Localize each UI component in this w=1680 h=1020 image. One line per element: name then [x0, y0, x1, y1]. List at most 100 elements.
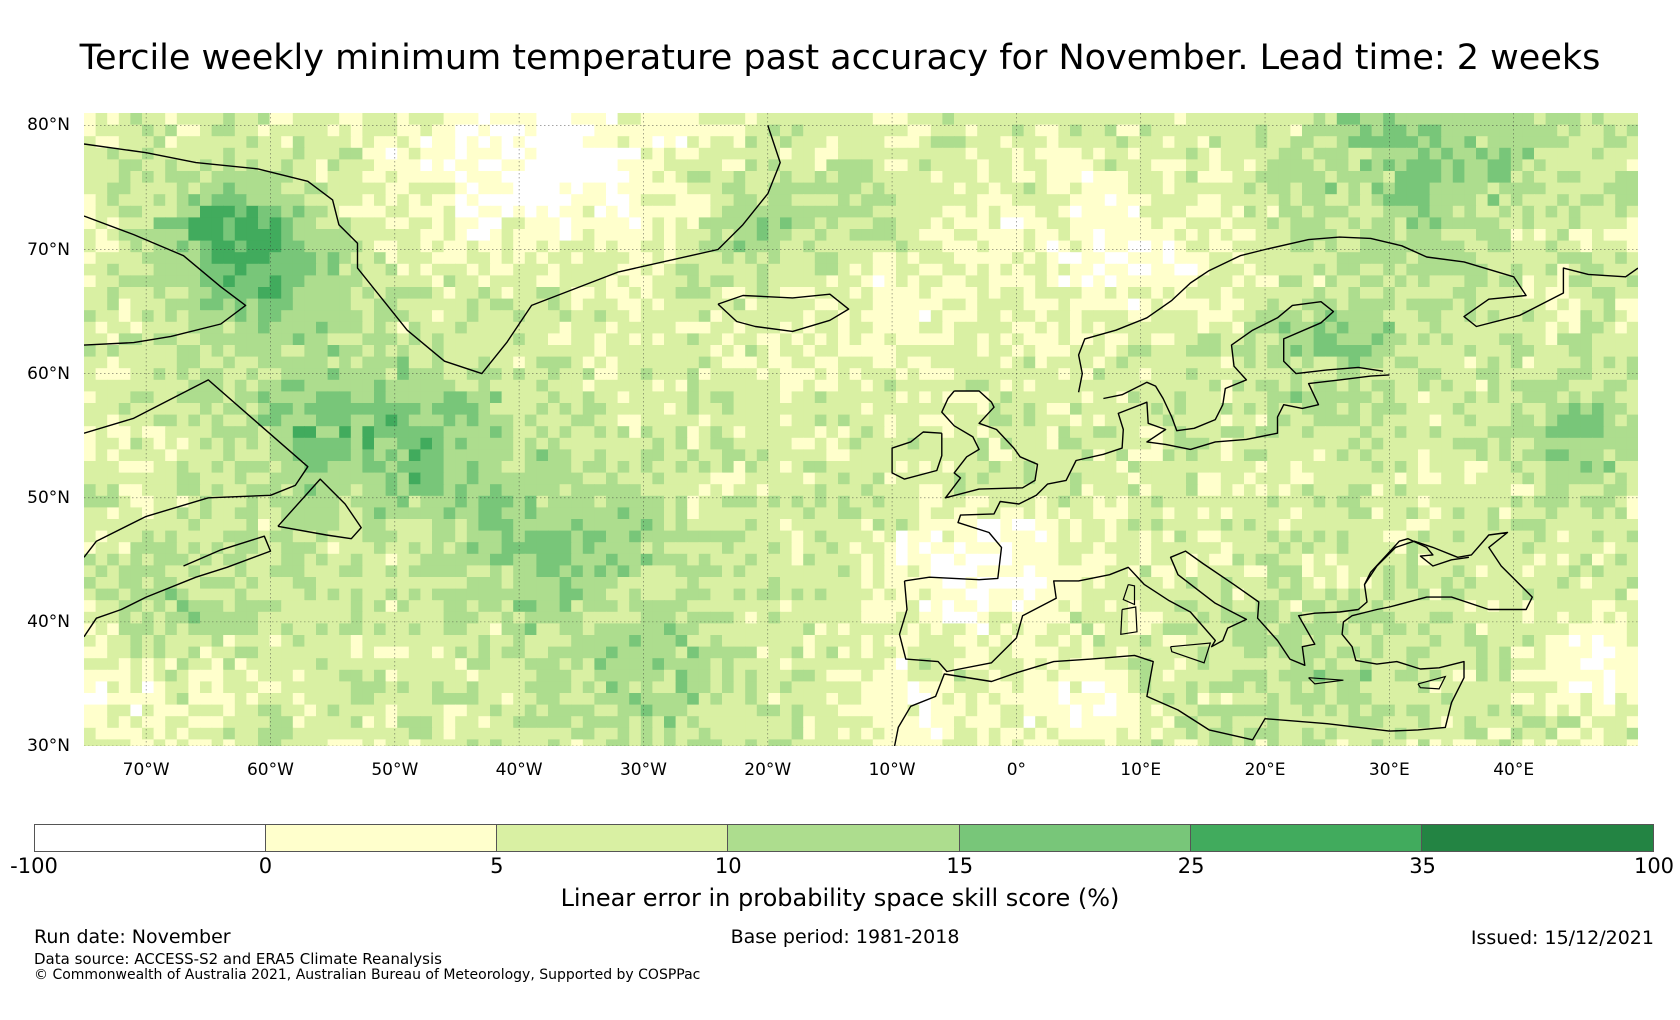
- skill-cell: [1244, 437, 1257, 450]
- skill-cell: [756, 275, 769, 288]
- skill-cell: [165, 113, 178, 126]
- skill-cell: [849, 182, 862, 195]
- skill-cell: [1429, 194, 1442, 207]
- skill-cell: [1568, 298, 1581, 311]
- skill-cell: [1615, 275, 1628, 288]
- skill-cell: [1418, 414, 1431, 427]
- skill-cell: [884, 171, 897, 184]
- skill-cell: [942, 310, 955, 323]
- skill-cell: [84, 113, 97, 126]
- skill-cell: [896, 345, 909, 358]
- skill-cell: [954, 449, 967, 462]
- skill-cell: [629, 356, 642, 369]
- skill-cell: [1232, 484, 1245, 497]
- skill-cell: [1522, 472, 1535, 485]
- skill-cell: [1592, 194, 1605, 207]
- skill-cell: [316, 345, 329, 358]
- skill-cell: [930, 379, 943, 392]
- skill-cell: [478, 113, 491, 126]
- skill-cell: [722, 403, 735, 416]
- skill-cell: [1580, 240, 1593, 253]
- skill-cell: [1000, 461, 1013, 474]
- skill-cell: [803, 426, 816, 439]
- skill-cell: [548, 252, 561, 265]
- skill-cell: [1476, 136, 1489, 149]
- skill-cell: [1162, 205, 1175, 218]
- skill-cell: [176, 298, 189, 311]
- skill-cell: [652, 182, 665, 195]
- skill-cell: [872, 136, 885, 149]
- skill-cell: [501, 240, 514, 253]
- skill-cell: [153, 113, 166, 126]
- skill-cell: [849, 530, 862, 543]
- skill-cell: [1070, 403, 1083, 416]
- skill-cell: [292, 356, 305, 369]
- skill-cell: [745, 461, 758, 474]
- skill-cell: [571, 217, 584, 230]
- skill-cell: [153, 414, 166, 427]
- skill-cell: [861, 356, 874, 369]
- skill-cell: [292, 321, 305, 334]
- skill-cell: [466, 147, 479, 160]
- skill-cell: [536, 414, 549, 427]
- skill-cell: [165, 530, 178, 543]
- skill-cell: [1278, 124, 1291, 137]
- skill-cell: [977, 229, 990, 242]
- skill-cell: [664, 379, 677, 392]
- skill-cell: [524, 136, 537, 149]
- skill-cell: [350, 229, 363, 242]
- skill-cell: [408, 449, 421, 462]
- skill-cell: [1046, 449, 1059, 462]
- skill-cell: [339, 519, 352, 532]
- skill-cell: [1348, 287, 1361, 300]
- skill-cell: [988, 391, 1001, 404]
- skill-cell: [1128, 298, 1141, 311]
- skill-cell: [350, 391, 363, 404]
- skill-cell: [397, 159, 410, 172]
- skill-cell: [1162, 368, 1175, 381]
- skill-cell: [1290, 182, 1303, 195]
- skill-cell: [1394, 379, 1407, 392]
- skill-cell: [350, 321, 363, 334]
- skill-cell: [942, 345, 955, 358]
- skill-cell: [455, 171, 468, 184]
- skill-cell: [188, 171, 201, 184]
- skill-cell: [768, 194, 781, 207]
- skill-cell: [362, 147, 375, 160]
- skill-cell: [872, 229, 885, 242]
- skill-cell: [1128, 449, 1141, 462]
- skill-cell: [814, 449, 827, 462]
- skill-cell: [954, 275, 967, 288]
- skill-cell: [269, 217, 282, 230]
- skill-cell: [153, 542, 166, 555]
- skill-cell: [513, 205, 526, 218]
- skill-cell: [814, 113, 827, 126]
- skill-cell: [942, 136, 955, 149]
- skill-cell: [826, 298, 839, 311]
- skill-cell: [629, 136, 642, 149]
- skill-cell: [1244, 275, 1257, 288]
- skill-cell: [629, 217, 642, 230]
- skill-cell: [1046, 530, 1059, 543]
- skill-cell: [872, 333, 885, 346]
- skill-cell: [826, 275, 839, 288]
- skill-cell: [1371, 426, 1384, 439]
- skill-cell: [397, 333, 410, 346]
- skill-cell: [1302, 472, 1315, 485]
- skill-cell: [118, 530, 131, 543]
- skill-cell: [1313, 449, 1326, 462]
- skill-cell: [1336, 194, 1349, 207]
- skill-cell: [1534, 461, 1547, 474]
- skill-cell: [849, 519, 862, 532]
- skill-cell: [826, 159, 839, 172]
- skill-cell: [919, 368, 932, 381]
- skill-cell: [722, 472, 735, 485]
- skill-cell: [1336, 426, 1349, 439]
- skill-cell: [443, 240, 456, 253]
- skill-cell: [1522, 124, 1535, 137]
- skill-cell: [907, 356, 920, 369]
- skill-cell: [803, 472, 816, 485]
- skill-cell: [84, 217, 97, 230]
- skill-cell: [107, 542, 120, 555]
- skill-cell: [652, 263, 665, 276]
